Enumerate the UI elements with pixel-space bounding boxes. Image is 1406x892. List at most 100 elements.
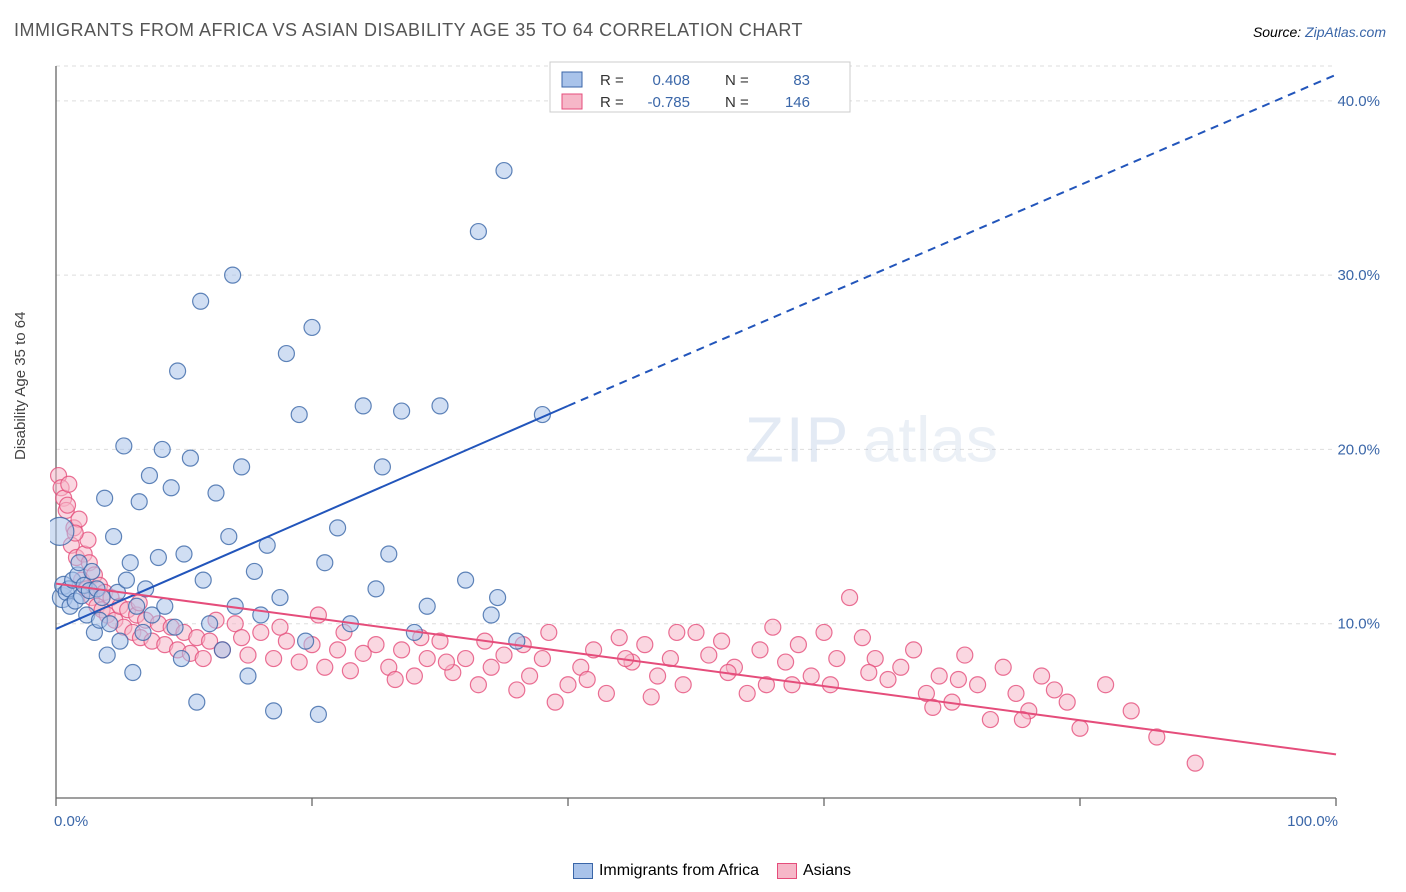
scatter-point	[1008, 685, 1024, 701]
scatter-point	[598, 685, 614, 701]
scatter-point	[470, 677, 486, 693]
scatter-point	[106, 529, 122, 545]
scatter-point	[131, 494, 147, 510]
scatter-point	[406, 668, 422, 684]
scatter-point	[298, 633, 314, 649]
scatter-point	[1034, 668, 1050, 684]
scatter-point	[1059, 694, 1075, 710]
scatter-point	[208, 485, 224, 501]
scatter-point	[803, 668, 819, 684]
scatter-point	[1046, 682, 1062, 698]
scatter-point	[611, 630, 627, 646]
legend-n-value: 83	[793, 72, 810, 89]
scatter-point	[534, 651, 550, 667]
scatter-point	[438, 654, 454, 670]
scatter-point	[84, 563, 100, 579]
legend-n-label: N =	[725, 94, 749, 111]
scatter-point	[368, 581, 384, 597]
scatter-point	[842, 590, 858, 606]
scatter-point	[995, 659, 1011, 675]
y-tick-label: 20.0%	[1337, 441, 1380, 458]
scatter-point	[253, 624, 269, 640]
scatter-point	[496, 647, 512, 663]
scatter-point	[739, 685, 755, 701]
source-prefix: Source:	[1253, 24, 1305, 40]
scatter-point	[483, 607, 499, 623]
scatter-point	[195, 572, 211, 588]
scatter-point	[150, 549, 166, 565]
scatter-point	[154, 441, 170, 457]
legend-r-label: R =	[600, 94, 624, 111]
scatter-point	[135, 624, 151, 640]
scatter-point	[829, 651, 845, 667]
scatter-point	[1123, 703, 1139, 719]
scatter-point	[141, 468, 157, 484]
scatter-point	[381, 546, 397, 562]
scatter-point	[310, 607, 326, 623]
scatter-point	[861, 665, 877, 681]
scatter-point	[854, 630, 870, 646]
scatter-point	[765, 619, 781, 635]
chart-svg: 0.0%100.0%10.0%20.0%30.0%40.0%ZIPatlasR …	[50, 60, 1386, 832]
scatter-point	[330, 520, 346, 536]
scatter-point	[368, 637, 384, 653]
scatter-point	[822, 677, 838, 693]
scatter-point	[643, 689, 659, 705]
legend-r-label: R =	[600, 72, 624, 89]
scatter-point	[176, 546, 192, 562]
x-tick-label: 0.0%	[54, 813, 88, 830]
scatter-point	[957, 647, 973, 663]
y-axis-label: Disability Age 35 to 64	[12, 312, 29, 460]
scatter-point	[982, 712, 998, 728]
scatter-point	[266, 651, 282, 667]
legend-swatch	[573, 863, 593, 879]
scatter-point	[122, 555, 138, 571]
scatter-point	[202, 616, 218, 632]
source-name: ZipAtlas.com	[1305, 24, 1386, 40]
scatter-point	[102, 616, 118, 632]
scatter-point	[950, 671, 966, 687]
scatter-point	[182, 450, 198, 466]
source-label: Source: ZipAtlas.com	[1253, 24, 1386, 40]
plot-area: 0.0%100.0%10.0%20.0%30.0%40.0%ZIPatlasR …	[50, 60, 1386, 832]
scatter-point	[522, 668, 538, 684]
scatter-point	[1187, 755, 1203, 771]
scatter-point	[419, 651, 435, 667]
watermark: ZIP	[745, 403, 851, 475]
scatter-point	[701, 647, 717, 663]
trend-line-dashed	[568, 75, 1336, 406]
legend-swatch	[777, 863, 797, 879]
scatter-point	[560, 677, 576, 693]
scatter-point	[173, 651, 189, 667]
scatter-point	[234, 459, 250, 475]
scatter-point	[790, 637, 806, 653]
scatter-point	[778, 654, 794, 670]
scatter-point	[99, 647, 115, 663]
scatter-point	[784, 677, 800, 693]
legend-r-value: -0.785	[647, 94, 690, 111]
scatter-point	[458, 572, 474, 588]
scatter-point	[714, 633, 730, 649]
scatter-point	[310, 706, 326, 722]
legend-bottom: Immigrants from AfricaAsians	[0, 862, 1406, 880]
chart-title: IMMIGRANTS FROM AFRICA VS ASIAN DISABILI…	[14, 20, 803, 41]
legend-label: Asians	[803, 862, 851, 879]
scatter-point	[317, 555, 333, 571]
scatter-point	[483, 659, 499, 675]
scatter-point	[60, 497, 76, 513]
scatter-point	[752, 642, 768, 658]
scatter-point	[266, 703, 282, 719]
scatter-point	[330, 642, 346, 658]
scatter-point	[125, 665, 141, 681]
scatter-point	[970, 677, 986, 693]
scatter-point	[163, 480, 179, 496]
legend-swatch	[562, 72, 582, 87]
scatter-point	[688, 624, 704, 640]
scatter-point	[637, 637, 653, 653]
scatter-point	[355, 398, 371, 414]
x-tick-label: 100.0%	[1287, 813, 1338, 830]
scatter-point	[189, 694, 205, 710]
scatter-point	[246, 563, 262, 579]
scatter-point	[394, 403, 410, 419]
y-tick-label: 10.0%	[1337, 616, 1380, 633]
